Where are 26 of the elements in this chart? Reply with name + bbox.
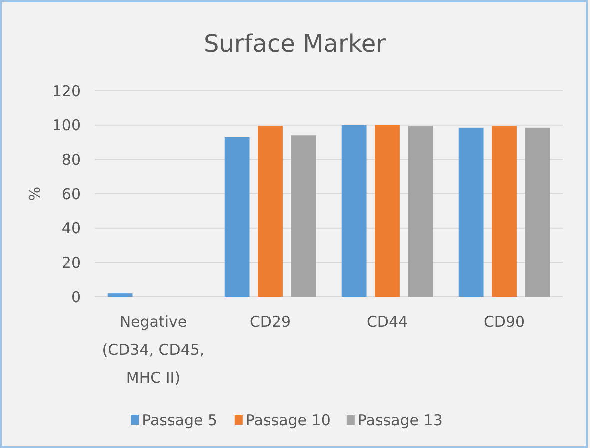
bar: [375, 125, 400, 297]
x-tick-label: CD90: [484, 313, 526, 331]
y-tick-label: 120: [52, 82, 81, 100]
y-tick-label: 20: [62, 254, 81, 272]
bar: [108, 294, 133, 297]
chart-title: Surface Marker: [204, 30, 386, 58]
bar: [458, 128, 484, 297]
legend-label: Passage 10: [246, 411, 331, 430]
y-tick-label: 100: [52, 116, 81, 135]
y-tick-label: 40: [62, 220, 81, 238]
y-tick-label: 60: [62, 185, 81, 204]
x-tick-label: CD29: [250, 313, 292, 331]
bar: [408, 126, 434, 297]
x-tick-label: CD44: [366, 313, 408, 331]
bar: [291, 136, 316, 297]
x-tick-label: Negative (CD34, CD45, MHC II): [102, 313, 205, 387]
bar: [525, 128, 550, 297]
y-tick-label: 80: [62, 150, 81, 169]
bar: [224, 137, 250, 297]
y-axis-title: %: [26, 186, 44, 202]
y-tick-label: 0: [71, 288, 81, 306]
bar: [492, 126, 517, 297]
bar: [342, 125, 367, 297]
legend-label: Passage 5: [142, 411, 218, 430]
bar: [258, 126, 283, 297]
legend-label: Passage 13: [358, 411, 443, 430]
